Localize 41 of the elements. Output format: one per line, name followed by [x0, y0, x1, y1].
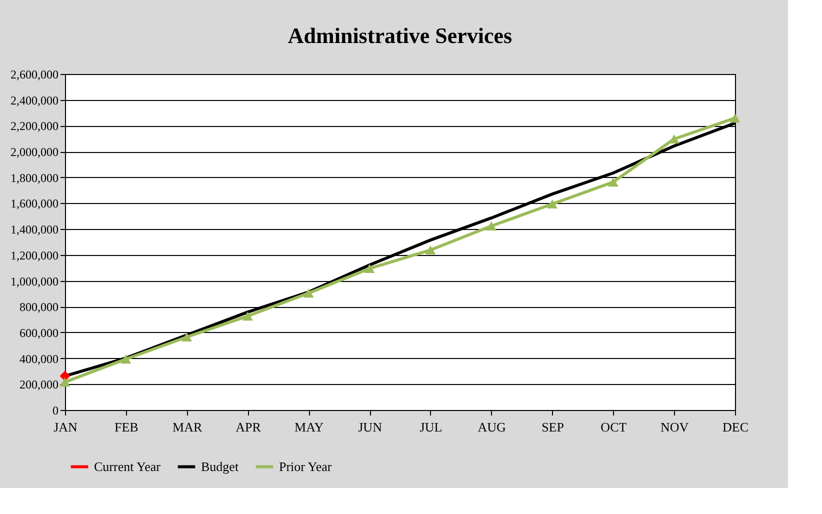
point [364, 264, 375, 274]
y-tick-label: 0 [52, 404, 58, 418]
point [303, 288, 314, 298]
y-tick-label: 2,200,000 [10, 119, 58, 134]
point [608, 177, 618, 187]
point [425, 245, 436, 255]
y-tick-label: 1,600,000 [10, 196, 58, 211]
y-tick-label: 400,000 [20, 352, 58, 366]
point [182, 332, 192, 342]
x-tick-label: NOV [660, 420, 690, 434]
x-tick-label: JUL [420, 420, 442, 434]
point [547, 199, 558, 209]
legend-label: Budget [201, 458, 239, 474]
y-tick-label: 200,000 [20, 378, 58, 392]
point [242, 312, 253, 321]
chart-title: Administrative Services [288, 23, 513, 48]
y-tick-label: 2,000,000 [10, 145, 58, 160]
x-tick-label: OCT [600, 420, 627, 434]
point [60, 378, 70, 387]
x-tick-label: AUG [478, 420, 506, 434]
point [730, 114, 740, 123]
y-tick-label: 1,800,000 [10, 170, 58, 185]
y-tick-label: 1,200,000 [10, 248, 58, 262]
y-tick-label: 1,400,000 [10, 222, 58, 237]
x-tick-label: JUN [358, 420, 383, 434]
x-tick-label: MAY [294, 420, 324, 434]
y-tick-label: 2,400,000 [10, 93, 58, 108]
y-tick-label: 2,600,000 [10, 68, 58, 82]
point [486, 221, 497, 231]
legend-label: Prior Year [279, 458, 332, 474]
point [120, 354, 132, 364]
y-tick-label: 800,000 [20, 300, 58, 314]
x-tick-label: APR [236, 420, 262, 434]
legend-label: Current Year [94, 458, 162, 474]
x-tick-label: SEP [542, 420, 564, 434]
x-tick-label: FEB [114, 420, 139, 434]
y-tick-label: 1,000,000 [10, 274, 58, 288]
y-tick-label: 600,000 [20, 326, 58, 340]
x-tick-label: DEC [722, 420, 748, 434]
x-tick-label: JAN [54, 420, 78, 434]
x-tick-label: MAR [172, 420, 202, 434]
